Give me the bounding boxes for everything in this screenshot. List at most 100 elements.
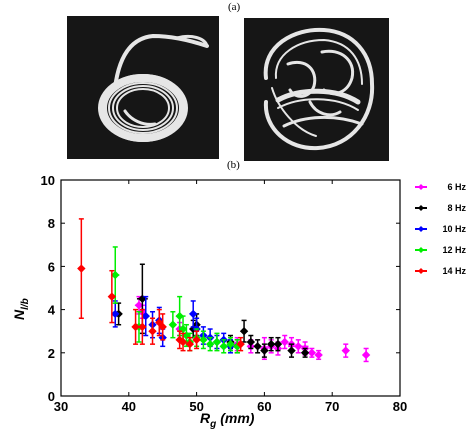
data-point	[199, 330, 208, 350]
diamond-marker	[280, 337, 289, 347]
coiled-tube-drawing	[67, 16, 219, 159]
data-point	[361, 347, 371, 363]
diamond-marker	[148, 326, 157, 336]
data-point	[219, 339, 228, 354]
diamond-marker	[168, 320, 178, 329]
svg-text:Nl/b: Nl/b	[11, 298, 31, 320]
legend-label: 8 Hz	[447, 203, 466, 213]
data-point	[280, 334, 289, 350]
diamond-marker	[361, 350, 371, 360]
y-tick-label: 8	[48, 216, 55, 231]
legend-label: 6 Hz	[447, 182, 466, 192]
data-point	[239, 319, 249, 343]
y-axis-title: Nl/b	[11, 298, 31, 320]
x-axis-title-main: R	[200, 410, 211, 426]
legend-marker	[418, 268, 424, 274]
data-point	[341, 343, 350, 358]
panel-b-label: (b)	[227, 159, 240, 171]
data-point	[131, 308, 140, 345]
diamond-marker	[300, 348, 310, 358]
data-point	[107, 269, 117, 324]
diamond-marker	[158, 322, 167, 332]
data-point	[226, 336, 235, 352]
diamond-marker	[189, 309, 198, 319]
diamond-marker	[219, 342, 228, 351]
diamond-marker	[77, 264, 86, 273]
data-point	[192, 330, 201, 350]
x-axis-title: Rg (mm)	[200, 410, 255, 430]
diamond-marker	[107, 292, 117, 301]
x-tick-label: 50	[189, 399, 203, 414]
y-tick-label: 10	[41, 173, 55, 188]
diamond-marker	[314, 350, 323, 360]
data-point	[77, 218, 86, 319]
diamond-marker	[111, 270, 120, 280]
y-tick-label: 6	[48, 259, 55, 274]
data-point	[307, 347, 317, 358]
diamond-marker	[273, 339, 283, 349]
legend-marker	[418, 205, 424, 211]
diamond-marker	[266, 339, 276, 349]
diamond-marker	[199, 335, 208, 345]
data-point	[141, 295, 150, 337]
diamond-marker	[236, 339, 245, 349]
plot-frame	[60, 179, 401, 397]
diamond-marker	[134, 301, 144, 310]
diamond-marker	[178, 337, 188, 347]
x-tick-label: 60	[257, 399, 271, 414]
data-point	[111, 300, 120, 328]
x-tick-label: 40	[122, 399, 136, 414]
data-point	[287, 343, 296, 358]
legend-label: 10 Hz	[442, 224, 466, 234]
diamond-marker	[141, 311, 150, 321]
x-axis-title-sub: g	[209, 419, 216, 430]
data-point	[253, 339, 262, 354]
diamond-marker	[155, 318, 164, 327]
data-point	[138, 308, 147, 345]
diamond-marker	[131, 322, 140, 332]
diamond-marker	[341, 346, 350, 355]
data-point	[148, 317, 157, 345]
legend-entry: 10 Hz	[415, 224, 466, 234]
y-axis-title-sub: l/b	[20, 298, 31, 310]
legend-marker	[418, 184, 424, 190]
x-axis-title-unit: (mm)	[220, 410, 255, 426]
data-point	[314, 349, 323, 361]
data-point	[300, 347, 310, 358]
data-point	[236, 336, 245, 352]
diamond-marker	[260, 346, 269, 355]
data-point	[185, 336, 195, 352]
data-point	[266, 336, 276, 352]
legend-entry: 6 Hz	[415, 182, 466, 192]
coiled-tube-photo	[67, 16, 219, 159]
x-tick-label: 70	[325, 399, 339, 414]
data-point	[178, 332, 188, 352]
plot-area	[77, 218, 371, 363]
data-point	[189, 300, 198, 328]
legend-entry: 8 Hz	[415, 203, 466, 213]
data-point	[273, 336, 283, 352]
data-point	[158, 313, 167, 341]
data-point	[155, 308, 164, 337]
x-tick-label: 80	[393, 399, 407, 414]
diamond-marker	[212, 337, 222, 347]
diamond-marker	[192, 335, 201, 345]
looped-tube-drawing	[244, 18, 389, 161]
diamond-marker	[138, 322, 147, 332]
diamond-marker	[294, 342, 303, 351]
data-point	[260, 343, 269, 358]
diamond-marker	[253, 342, 262, 351]
x-tick-label: 30	[54, 399, 68, 414]
data-point	[168, 311, 178, 339]
diamond-marker	[205, 339, 215, 349]
legend-entry: 12 Hz	[415, 245, 466, 255]
legend-marker	[418, 226, 424, 232]
legend-label: 12 Hz	[442, 245, 466, 255]
diamond-marker	[185, 339, 195, 349]
data-point	[205, 336, 215, 352]
scatter-chart: 30 40 50 60 70 80 0 2 4 6 8 10 6 Hz 8 Hz 10 Hz 12 Hz 14…	[0, 170, 468, 436]
diamond-marker	[111, 309, 120, 319]
diamond-marker	[307, 348, 317, 358]
panel-a-label: (a)	[228, 1, 241, 13]
legend-label: 14 Hz	[442, 266, 466, 276]
